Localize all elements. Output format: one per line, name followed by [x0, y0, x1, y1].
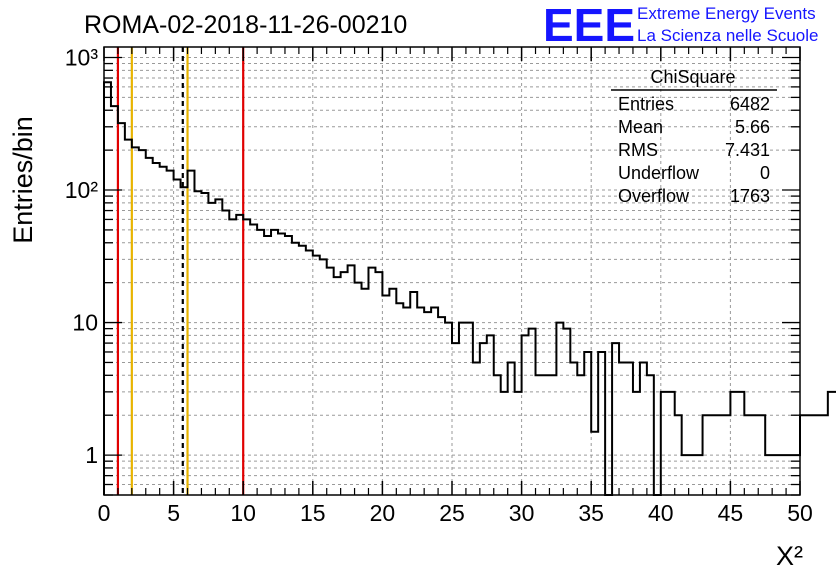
x-axis-ticks: 0 5 10 15 20 25 30 35 40 45 50	[98, 47, 813, 526]
y-tick-label: 10³	[65, 44, 99, 70]
y-tick-label: 10²	[65, 177, 99, 203]
grid-lines	[104, 47, 800, 496]
x-tick-label: 5	[167, 500, 180, 526]
x-tick-label: 35	[578, 500, 604, 526]
logo-line-2: La Scienza nelle Scuole	[637, 26, 818, 45]
histogram-series	[103, 81, 836, 496]
y-tick-label: 10	[72, 310, 98, 336]
logo-line-1: Extreme Energy Events	[637, 4, 816, 23]
x-tick-label: 0	[98, 500, 111, 526]
x-tick-label: 45	[718, 500, 744, 526]
logo-text: EEE	[543, 0, 635, 51]
stats-row-label: RMS	[618, 140, 658, 160]
x-tick-label: 30	[509, 500, 535, 526]
x-tick-label: 50	[787, 500, 813, 526]
x-tick-label: 40	[648, 500, 674, 526]
x-tick-label: 25	[439, 500, 465, 526]
stats-box: ChiSquare Entries 6482 Mean 5.66 RMS 7.431 Und…	[611, 67, 777, 206]
x-axis-title: X²	[776, 541, 803, 571]
stats-row-value: 7.431	[725, 140, 770, 160]
y-tick-label: 1	[85, 442, 98, 468]
stats-title: ChiSquare	[650, 67, 735, 87]
marker-lines	[116, 47, 245, 495]
stats-row-value: 0	[760, 163, 770, 183]
y-axis-ticks: 1 10 10² 10³	[65, 44, 800, 496]
stats-row-label: Entries	[618, 94, 674, 114]
stats-row-label: Overflow	[618, 186, 690, 206]
stats-row-label: Underflow	[618, 163, 700, 183]
y-axis-title: Entries/bin	[8, 116, 38, 244]
x-tick-label: 15	[300, 500, 326, 526]
chart-title: ROMA-02-2018-11-26-00210	[84, 11, 407, 39]
stats-row-value: 6482	[730, 94, 770, 114]
x-tick-label: 20	[370, 500, 396, 526]
stats-row-value: 1763	[730, 186, 770, 206]
x-tick-label: 10	[230, 500, 256, 526]
eee-logo: EEE Extreme Energy Events La Scienza nel…	[543, 0, 818, 51]
stats-row-label: Mean	[618, 117, 663, 137]
stats-row-value: 5.66	[735, 117, 770, 137]
